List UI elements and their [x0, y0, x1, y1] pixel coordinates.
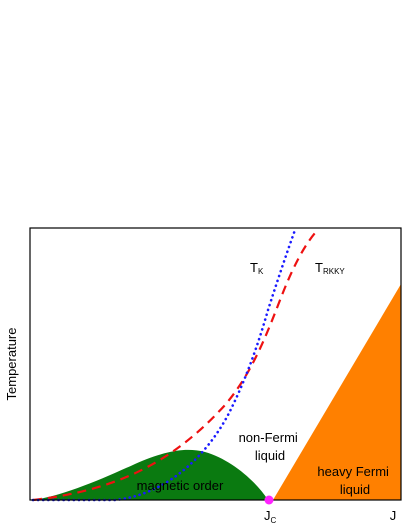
magnetic-order-label: magnetic order — [137, 478, 224, 493]
t-kondo-curve — [31, 228, 297, 502]
plot-frame — [29, 227, 402, 501]
t-rkky-curve — [32, 232, 316, 502]
magnetic-order-region — [32, 449, 268, 500]
y-axis-label: Temperature — [4, 328, 19, 401]
t-rkky-label: TRKKY — [315, 260, 345, 276]
heavy-fermi-liquid-region — [273, 284, 401, 500]
heavy-fermi-liquid-label: heavy Fermi liquid — [317, 464, 392, 497]
critical-point-marker — [264, 495, 274, 505]
non-fermi-liquid-label: non-Fermi liquid — [239, 430, 302, 463]
critical-point-label: JC — [264, 508, 277, 525]
t-kondo-label: TK — [250, 260, 264, 276]
x-axis-end-label: J — [390, 508, 397, 523]
